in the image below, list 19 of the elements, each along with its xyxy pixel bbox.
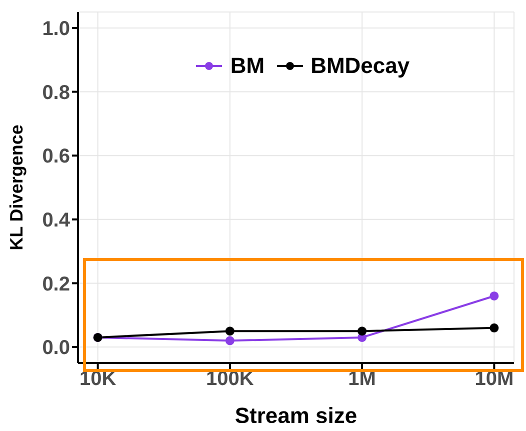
point: [490, 291, 499, 300]
y-tick-label: 1.0: [42, 18, 70, 40]
point: [358, 326, 367, 336]
y-axis-title: KL Divergence: [6, 124, 26, 250]
y-tick-label: 0.4: [42, 210, 71, 232]
y-tick-label: 0.6: [42, 146, 70, 168]
x-tick-label: 1M: [348, 368, 376, 390]
point: [490, 323, 499, 332]
point: [225, 326, 234, 336]
x-tick-label: 100K: [206, 368, 254, 390]
y-tick-label: 0.2: [42, 273, 70, 296]
legend-label: BMDecay: [310, 53, 410, 79]
y-tick-label: 0.0: [42, 337, 70, 360]
y-tick-label: 0.8: [42, 82, 70, 104]
legend-label: BM: [230, 53, 265, 79]
x-tick-label: 10M: [474, 368, 514, 390]
x-tick-label: 10K: [79, 368, 117, 390]
x-axis-title: Stream size: [234, 403, 358, 428]
point: [225, 336, 234, 346]
